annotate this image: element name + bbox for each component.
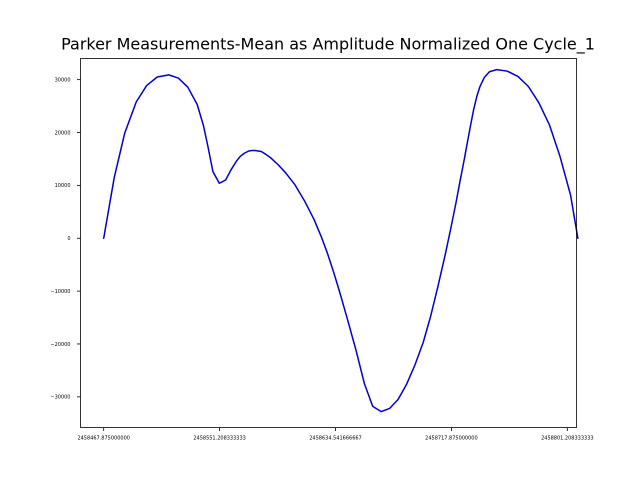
plot-frame — [80, 58, 577, 428]
y-tick-label: 20000 — [55, 130, 71, 136]
y-tick-label: −30000 — [50, 395, 70, 401]
plot-area — [102, 68, 579, 413]
y-tick-label: 0 — [67, 236, 70, 242]
x-axis: 2458467.875000000 2458551.208333333 245863… — [77, 427, 594, 442]
x-tick-label: 2458717.875000000 — [425, 436, 478, 442]
y-tick-label: −20000 — [50, 342, 70, 348]
x-tick-label: 2458801.208333333 — [541, 436, 594, 442]
y-tick-label: 10000 — [55, 183, 71, 189]
chart-title: Parker Measurements-Mean as Amplitude No… — [61, 35, 595, 55]
y-tick-label: −10000 — [50, 289, 70, 295]
y-axis: −30000 −20000 −10000 0 10000 20000 30000 — [50, 77, 81, 401]
y-tick-label: 30000 — [55, 77, 71, 83]
x-tick-label: 2458467.875000000 — [77, 436, 130, 442]
x-tick-label: 2458634.541666667 — [309, 436, 362, 442]
series-line-0 — [102, 68, 579, 413]
x-tick-label: 2458551.208333333 — [193, 436, 246, 442]
